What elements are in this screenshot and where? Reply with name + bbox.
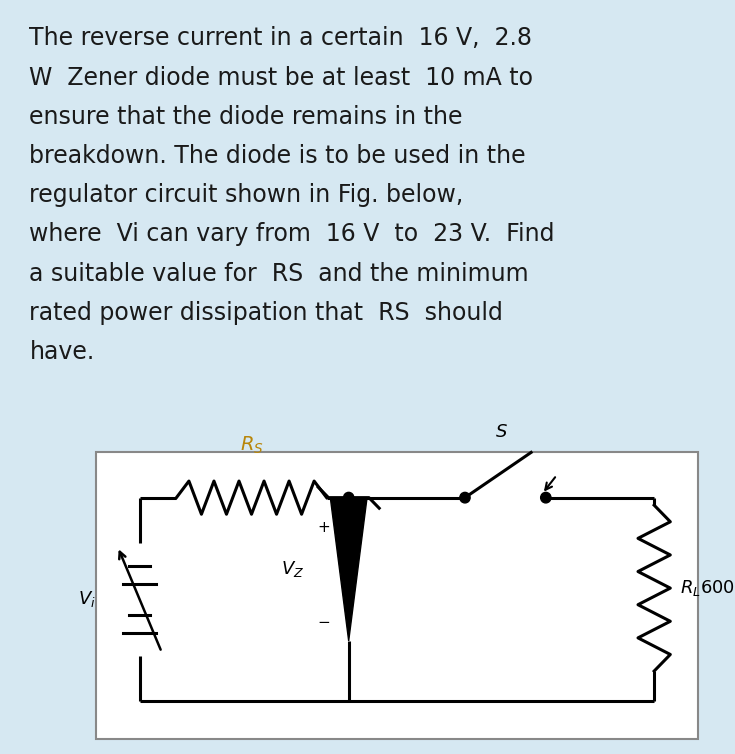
Text: where  Vi can vary from  16 V  to  23 V.  Find: where Vi can vary from 16 V to 23 V. Fin… (29, 222, 555, 247)
Text: have.: have. (29, 340, 95, 364)
Text: breakdown. The diode is to be used in the: breakdown. The diode is to be used in th… (29, 144, 526, 168)
Polygon shape (330, 498, 367, 641)
Text: +: + (318, 520, 330, 535)
Text: a suitable value for  RS  and the minimum: a suitable value for RS and the minimum (29, 262, 529, 286)
FancyBboxPatch shape (96, 452, 698, 739)
Text: $R_S$: $R_S$ (240, 435, 263, 456)
Text: rated power dissipation that  RS  should: rated power dissipation that RS should (29, 301, 503, 325)
Circle shape (541, 492, 551, 503)
Circle shape (460, 492, 470, 503)
Text: $V_Z$: $V_Z$ (282, 559, 304, 579)
Circle shape (343, 492, 354, 503)
Text: The reverse current in a certain  16 V,  2.8: The reverse current in a certain 16 V, 2… (29, 26, 532, 51)
Text: $S$: $S$ (495, 423, 508, 441)
Text: $V_i$: $V_i$ (78, 590, 96, 609)
Text: regulator circuit shown in Fig. below,: regulator circuit shown in Fig. below, (29, 183, 464, 207)
Text: W  Zener diode must be at least  10 mA to: W Zener diode must be at least 10 mA to (29, 66, 534, 90)
Text: ensure that the diode remains in the: ensure that the diode remains in the (29, 105, 463, 129)
Text: $R_L \mathsf{600\Omega}$: $R_L \mathsf{600\Omega}$ (680, 578, 735, 598)
Text: −: − (318, 615, 330, 630)
